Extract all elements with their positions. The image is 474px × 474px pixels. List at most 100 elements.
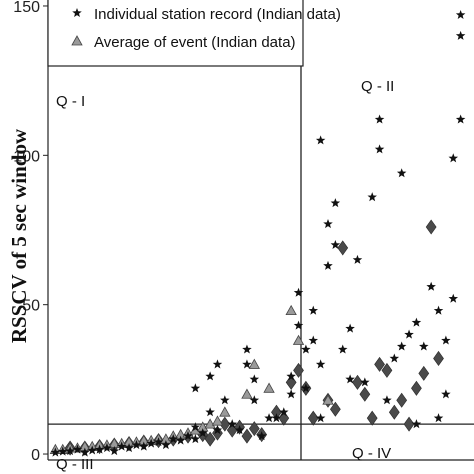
star-data-point: [315, 359, 326, 369]
star-data-point: [455, 30, 466, 40]
diamond-data-point: [204, 431, 216, 447]
star-data-point: [249, 395, 260, 405]
diamond-data-point: [337, 240, 349, 256]
star-data-point: [337, 344, 348, 354]
diamond-data-point: [359, 386, 371, 402]
star-data-point: [175, 435, 186, 445]
star-data-point: [374, 144, 385, 154]
diamond-data-point: [352, 374, 363, 390]
star-data-point: [109, 446, 120, 456]
star-data-point: [308, 305, 319, 315]
diamond-data-point: [403, 416, 415, 432]
star-data-point: [382, 395, 392, 405]
star-data-point: [323, 219, 333, 229]
star-data-point: [367, 192, 377, 202]
diamond-data-point: [329, 401, 341, 417]
triangle-data-point: [219, 406, 231, 417]
triangle-data-point: [263, 382, 275, 393]
star-data-point: [220, 395, 230, 405]
diamond-data-point: [307, 410, 319, 426]
star-data-point: [242, 344, 252, 354]
star-data-point: [426, 281, 436, 291]
star-data-point: [345, 374, 355, 384]
star-data-point: [301, 344, 311, 354]
diamond-data-point: [366, 410, 378, 426]
star-data-point: [433, 305, 444, 315]
star-data-point: [396, 168, 407, 178]
star-data-point: [279, 407, 289, 417]
star-data-point: [323, 260, 333, 270]
legend-box: [47, 0, 304, 67]
star-data-point: [153, 437, 164, 447]
star-data-point: [286, 371, 296, 381]
legend-marker-star: [72, 8, 82, 18]
star-data-point: [249, 374, 260, 384]
triangle-data-point: [248, 358, 260, 369]
star-data-point: [212, 425, 223, 435]
star-data-point: [161, 440, 171, 450]
star-data-point: [345, 323, 355, 333]
diamond-data-point: [396, 392, 408, 408]
star-data-point: [419, 341, 429, 351]
star-data-point: [50, 447, 61, 457]
diamond-data-point: [241, 428, 253, 444]
triangle-data-point: [322, 394, 334, 405]
star-data-point: [205, 407, 215, 417]
star-data-point: [301, 383, 311, 393]
star-data-point: [330, 198, 341, 208]
star-data-point: [205, 371, 215, 381]
quadrant-labels: Q - I Q - II Q - III Q - IV: [56, 78, 394, 473]
star-data-point: [293, 287, 304, 297]
diamond-data-point: [381, 362, 393, 378]
star-data-point: [57, 446, 68, 456]
star-data-point: [227, 419, 237, 429]
star-data-point: [256, 431, 267, 441]
diamond-data-point: [219, 416, 231, 432]
quadrant-label: Q - IV: [352, 445, 391, 462]
star-data-point: [374, 114, 385, 124]
star-data-point: [455, 9, 466, 19]
legend-marker-triangle: [71, 35, 83, 46]
quadrant-label: Q - III: [56, 456, 94, 473]
star-data-point: [80, 447, 90, 457]
star-data-point: [94, 444, 105, 454]
y-axis-ticks: 0 50 100 150: [13, 0, 48, 464]
star-data-point: [183, 431, 193, 441]
star-data-point: [190, 422, 201, 432]
star-data-point: [448, 293, 459, 303]
star-data-point: [315, 413, 326, 423]
star-data-point: [264, 413, 274, 423]
star-data-point: [441, 389, 451, 399]
diamond-data-point: [418, 365, 430, 381]
triangle-data-point: [285, 304, 297, 316]
y-tick-label: 100: [13, 148, 40, 165]
star-data-point: [433, 413, 444, 423]
star-data-point: [286, 389, 296, 399]
star-data-point: [448, 153, 459, 163]
legend-entry-label: Individual station record (Indian data): [94, 6, 341, 23]
star-data-point: [190, 383, 201, 393]
triangle-data-point: [204, 418, 216, 429]
star-data-point: [168, 434, 179, 444]
star-data-point: [411, 419, 422, 429]
star-data-point: [360, 377, 370, 387]
star-data-point: [146, 438, 156, 448]
star-data-point: [212, 359, 223, 369]
star-data-point: [330, 239, 341, 249]
data-points: [49, 9, 466, 457]
star-data-point: [441, 335, 451, 345]
star-data-point: [352, 254, 363, 264]
star-data-point: [139, 441, 149, 451]
diamond-data-point: [388, 404, 400, 420]
quadrant-label: Q - II: [361, 78, 394, 95]
triangle-data-point: [241, 388, 253, 399]
star-data-point: [404, 329, 414, 339]
star-data-point: [124, 443, 134, 453]
star-data-point: [65, 446, 75, 456]
plot-frame: [47, 0, 474, 461]
star-data-point: [234, 425, 245, 435]
diamond-data-point: [425, 219, 437, 235]
star-data-point: [87, 445, 97, 455]
star-data-point: [102, 443, 112, 453]
